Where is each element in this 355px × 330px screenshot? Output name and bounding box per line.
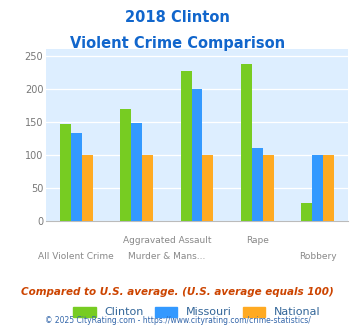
Bar: [120, 109, 131, 221]
Bar: [241, 64, 252, 221]
Bar: [60, 124, 71, 221]
Text: All Violent Crime: All Violent Crime: [38, 252, 114, 261]
Bar: [301, 203, 312, 221]
Bar: [131, 123, 142, 221]
Bar: [71, 133, 82, 221]
Text: 2018 Clinton: 2018 Clinton: [125, 10, 230, 25]
Bar: [252, 148, 263, 221]
Text: Compared to U.S. average. (U.S. average equals 100): Compared to U.S. average. (U.S. average …: [21, 287, 334, 297]
Text: Murder & Mans...: Murder & Mans...: [128, 252, 206, 261]
Text: Rape: Rape: [246, 236, 269, 245]
Legend: Clinton, Missouri, National: Clinton, Missouri, National: [69, 302, 325, 322]
Bar: [312, 155, 323, 221]
Bar: [202, 155, 213, 221]
Bar: [192, 89, 202, 221]
Text: © 2025 CityRating.com - https://www.cityrating.com/crime-statistics/: © 2025 CityRating.com - https://www.city…: [45, 315, 310, 325]
Bar: [82, 155, 93, 221]
Bar: [181, 71, 192, 221]
Text: Aggravated Assault: Aggravated Assault: [122, 236, 211, 245]
Bar: [263, 155, 274, 221]
Text: Robbery: Robbery: [299, 252, 337, 261]
Bar: [142, 155, 153, 221]
Bar: [323, 155, 334, 221]
Text: Violent Crime Comparison: Violent Crime Comparison: [70, 36, 285, 51]
